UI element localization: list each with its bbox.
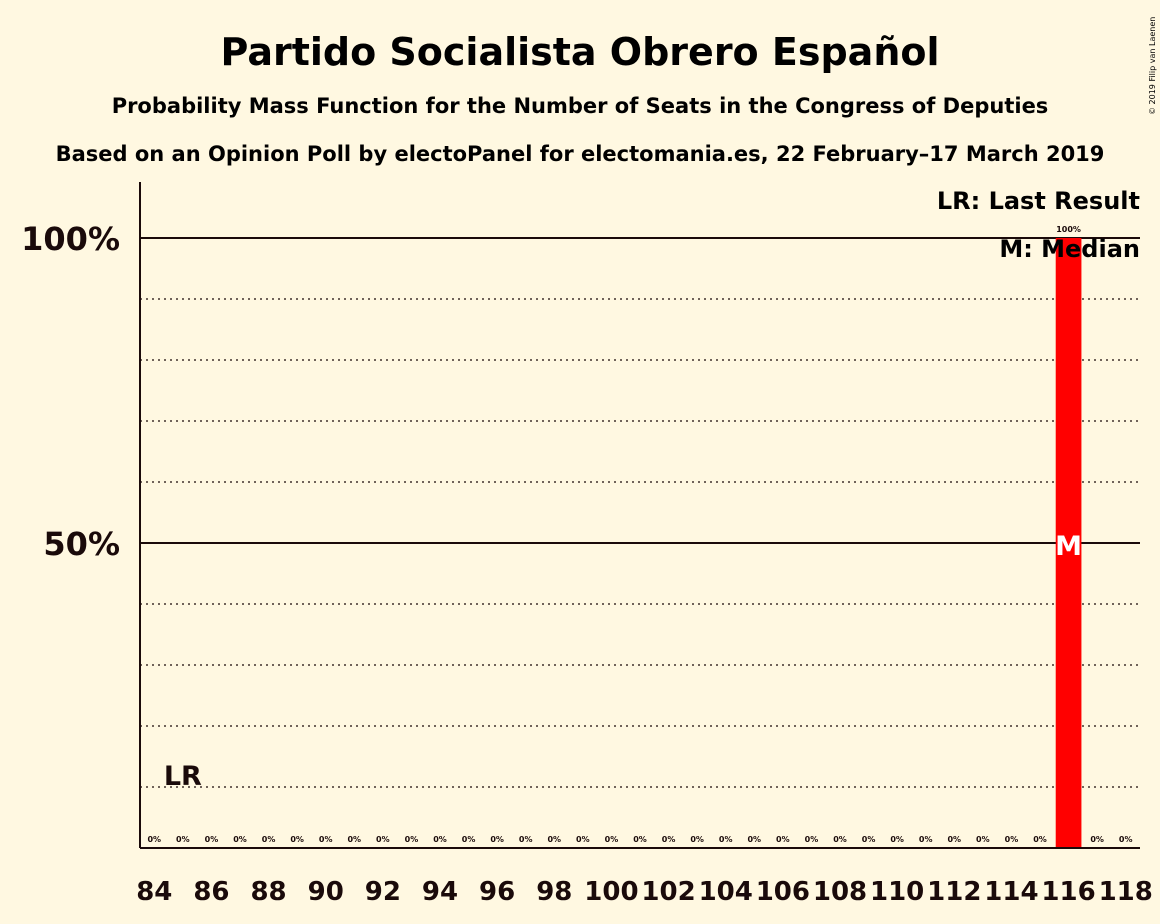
data-label: 0% — [262, 835, 276, 844]
data-label: 0% — [519, 835, 533, 844]
x-tick-label: 86 — [193, 877, 229, 907]
data-label: 0% — [176, 835, 190, 844]
x-tick-label: 118 — [1099, 877, 1153, 907]
data-label: 0% — [547, 835, 561, 844]
chart-subtitle: Probability Mass Function for the Number… — [112, 94, 1049, 118]
data-label: 0% — [433, 835, 447, 844]
data-label: 0% — [147, 835, 161, 844]
data-label: 0% — [805, 835, 819, 844]
chart-title: Partido Socialista Obrero Español — [220, 30, 939, 74]
x-tick-label: 102 — [641, 877, 695, 907]
data-label: 0% — [747, 835, 761, 844]
data-label: 0% — [1005, 835, 1019, 844]
data-label: 0% — [633, 835, 647, 844]
data-label: 0% — [290, 835, 304, 844]
data-label: 0% — [776, 835, 790, 844]
last-result-marker: LR — [164, 761, 202, 792]
data-label: 0% — [947, 835, 961, 844]
data-label: 0% — [976, 835, 990, 844]
data-label: 0% — [1090, 835, 1104, 844]
data-label: 0% — [347, 835, 361, 844]
x-tick-label: 96 — [479, 877, 515, 907]
data-label: 0% — [319, 835, 333, 844]
data-label: 0% — [462, 835, 476, 844]
x-tick-label: 106 — [756, 877, 810, 907]
x-tick-label: 112 — [927, 877, 981, 907]
data-label: 0% — [833, 835, 847, 844]
x-tick-label: 90 — [308, 877, 344, 907]
data-label: 0% — [662, 835, 676, 844]
data-label: 0% — [490, 835, 504, 844]
data-labels: 0% 0% 0% 0% 0% 0% 0% 0% 0% 0% 0% 0% 0% 0% 0% 0% 0% 0% 0% 0%… — [147, 225, 1132, 844]
legend-median: M: Median — [999, 235, 1140, 263]
data-label: 0% — [233, 835, 247, 844]
data-label: 0% — [205, 835, 219, 844]
data-label: 0% — [405, 835, 419, 844]
data-label: 0% — [1033, 835, 1047, 844]
data-label: 0% — [376, 835, 390, 844]
bars — [1055, 238, 1082, 848]
data-label: 0% — [919, 835, 933, 844]
data-label: 0% — [890, 835, 904, 844]
data-label: 100% — [1056, 225, 1081, 234]
x-tick-label: 88 — [250, 877, 286, 907]
copyright-note: © 2019 Filip van Laenen — [1148, 17, 1157, 115]
x-tick-label: 98 — [536, 877, 572, 907]
legend-last-result: LR: Last Result — [937, 187, 1140, 215]
x-tick-label: 110 — [870, 877, 924, 907]
x-tick-label: 100 — [584, 877, 638, 907]
x-axis-ticks: 84 86 88 90 92 94 96 98 100 102 104 106 108 110 112 114… — [136, 877, 1153, 907]
x-tick-label: 116 — [1041, 877, 1095, 907]
data-label: 0% — [690, 835, 704, 844]
bar — [1055, 238, 1082, 848]
data-label: 0% — [862, 835, 876, 844]
x-tick-label: 84 — [136, 877, 172, 907]
x-tick-label: 92 — [365, 877, 401, 907]
y-tick-label: 50% — [43, 525, 120, 563]
data-label: 0% — [1119, 835, 1133, 844]
x-tick-label: 114 — [984, 877, 1038, 907]
y-tick-label: 100% — [21, 220, 120, 258]
median-marker: M — [1055, 531, 1082, 562]
x-tick-label: 108 — [813, 877, 867, 907]
data-label: 0% — [719, 835, 733, 844]
y-axis-ticks: 50% 100% — [21, 220, 120, 563]
data-label: 0% — [576, 835, 590, 844]
gridlines — [140, 237, 1140, 788]
chart-source: Based on an Opinion Poll by electoPanel … — [56, 142, 1105, 166]
x-tick-label: 104 — [699, 877, 753, 907]
x-tick-label: 94 — [422, 877, 458, 907]
data-label: 0% — [605, 835, 619, 844]
